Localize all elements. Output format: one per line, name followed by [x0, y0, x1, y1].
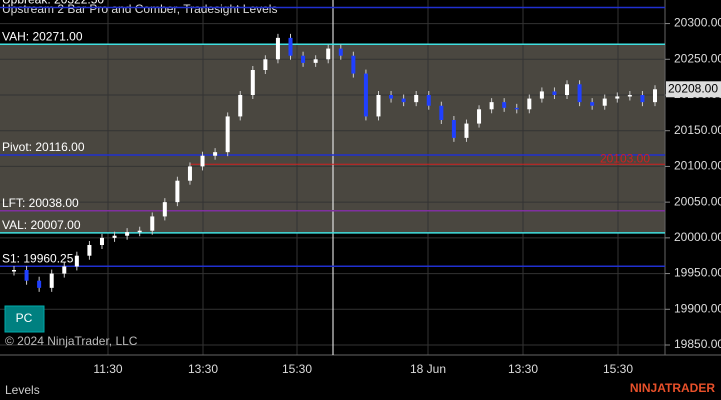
- candle: [263, 59, 268, 70]
- y-tick-label: 20100.00: [674, 159, 721, 173]
- candle: [200, 155, 205, 167]
- candle: [426, 95, 431, 106]
- candle: [389, 95, 394, 99]
- candle: [502, 102, 507, 108]
- candle: [137, 230, 142, 233]
- candle: [187, 166, 192, 181]
- logo: NINJATRADER: [630, 381, 715, 395]
- candle: [439, 105, 444, 120]
- candle: [301, 55, 306, 63]
- level-label: S1: 19960.25: [2, 251, 74, 265]
- candle: [87, 245, 92, 256]
- tab[interactable]: Levels: [5, 383, 40, 397]
- candle: [175, 180, 180, 203]
- candle: [602, 98, 607, 106]
- candle: [615, 96, 620, 99]
- x-tick-label: 15:30: [282, 362, 312, 376]
- candle: [12, 270, 16, 272]
- level-label: Pivot: 20116.00: [2, 140, 85, 154]
- candle: [451, 120, 456, 138]
- y-tick-label: 20000.00: [674, 230, 721, 244]
- candle: [577, 84, 582, 103]
- candle: [288, 37, 293, 56]
- y-tick-label: 20050.00: [674, 194, 721, 208]
- candle: [99, 237, 104, 245]
- candle: [313, 59, 318, 63]
- level-label: VAL: 20007.00: [2, 218, 81, 232]
- candle: [464, 123, 469, 138]
- candle: [376, 95, 381, 117]
- y-tick-label: 20150.00: [674, 123, 721, 137]
- candle: [351, 55, 356, 74]
- pc-button[interactable]: [4, 305, 45, 333]
- candle: [527, 98, 532, 110]
- candle: [401, 98, 406, 103]
- candle: [539, 91, 544, 99]
- candle: [74, 255, 79, 267]
- candle: [150, 216, 155, 231]
- candle: [250, 70, 255, 95]
- pc-button-label[interactable]: PC: [16, 311, 33, 325]
- y-tick-label: 20250.00: [674, 51, 721, 65]
- candle: [552, 91, 557, 95]
- last-price-label: 20208.00: [668, 81, 718, 95]
- candle: [162, 202, 167, 217]
- candle: [565, 84, 570, 95]
- candle: [514, 107, 519, 110]
- x-tick-label: 13:30: [508, 362, 538, 376]
- candle: [590, 102, 595, 106]
- candle: [477, 109, 482, 124]
- candle: [125, 232, 130, 236]
- candle: [112, 235, 117, 238]
- level-label: VAH: 20271.00: [2, 29, 83, 43]
- y-tick-label: 19900.00: [674, 301, 721, 315]
- x-tick-label: 15:30: [603, 362, 633, 376]
- candle: [338, 48, 343, 56]
- candle: [653, 89, 657, 103]
- copyright: © 2024 NinjaTrader, LLC: [5, 334, 138, 348]
- indicator-title: Upstream 2 Bar Pro and Comber, Tradesigh…: [2, 2, 277, 16]
- marker-label: 20103.00: [600, 151, 650, 165]
- candle: [62, 266, 67, 274]
- x-tick-label: 11:30: [93, 362, 122, 376]
- tab-bar: [0, 380, 721, 400]
- candle: [37, 280, 42, 288]
- x-tick-label: 18 Jun: [410, 362, 446, 376]
- candle: [225, 116, 230, 153]
- candle: [414, 95, 419, 103]
- level-label: Upbreak: 20322.50: [2, 0, 104, 7]
- x-tick-label: 13:30: [188, 362, 218, 376]
- candle: [627, 95, 632, 97]
- candle: [49, 273, 54, 288]
- candle: [326, 48, 331, 60]
- candle: [213, 152, 218, 156]
- y-tick-label: 19950.00: [674, 266, 721, 280]
- candle: [640, 95, 645, 103]
- candle: [275, 37, 280, 60]
- candle: [363, 73, 368, 117]
- candle: [238, 95, 243, 117]
- y-tick-label: 20300.00: [674, 16, 721, 30]
- last-price-box: [666, 81, 721, 98]
- level-label: LFT: 20038.00: [2, 196, 79, 210]
- candle: [24, 270, 29, 281]
- candle: [489, 102, 494, 110]
- y-tick-label: 19850.00: [674, 337, 721, 351]
